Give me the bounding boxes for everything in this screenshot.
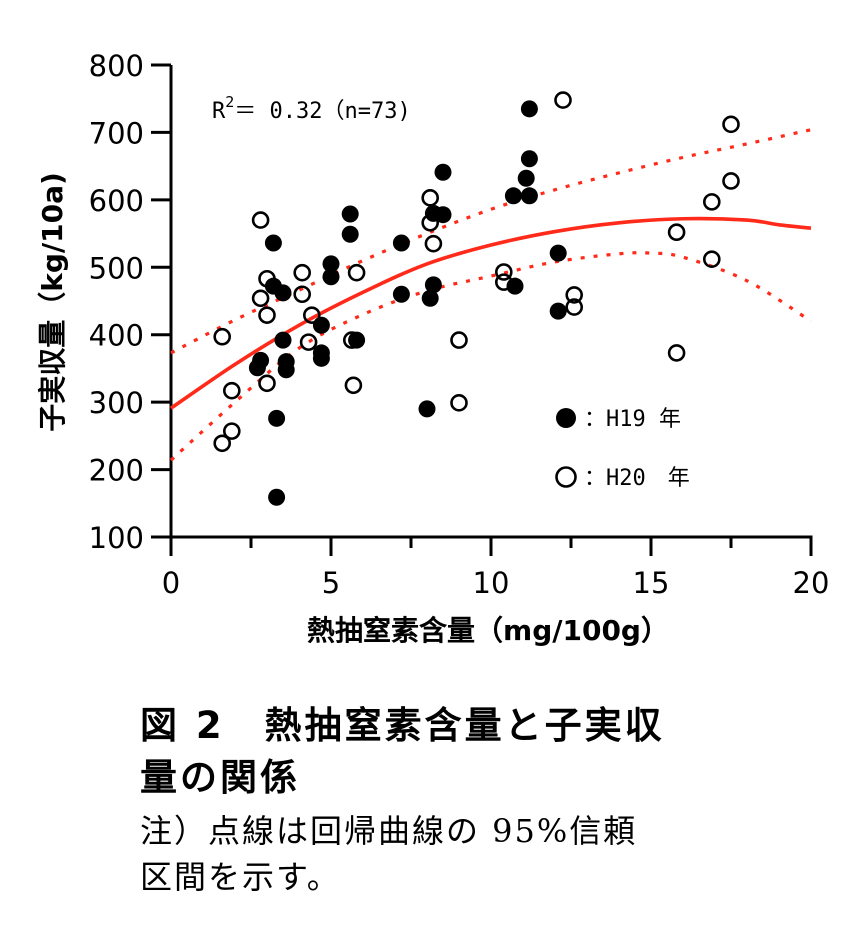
regression-line	[169, 216, 812, 410]
data-point-h19	[341, 225, 359, 243]
data-point-h20	[424, 234, 443, 253]
figure-caption-title: 図 2 熱抽窒素含量と子実収 量の関係	[140, 700, 780, 804]
data-point-h20	[293, 285, 312, 304]
y-axis-title: 子実収量（kg/10a)	[36, 172, 69, 432]
data-point-h19	[264, 234, 282, 252]
legend-label-h19: ：H19 年	[584, 407, 681, 432]
data-point-h19	[312, 349, 330, 367]
data-point-h20	[554, 91, 572, 109]
y-tick-label: 700	[89, 116, 144, 150]
data-point-h20	[299, 333, 318, 351]
data-point-h19	[392, 234, 410, 252]
data-point-h20	[494, 263, 513, 281]
y-tick-label: 400	[89, 319, 144, 353]
y-tick-label: 800	[89, 49, 144, 83]
data-point-h19	[268, 488, 286, 506]
svg-text:R2＝ 0.32（n=73): R2＝ 0.32（n=73)	[212, 93, 411, 124]
data-point-h19	[549, 244, 567, 262]
ticks: 100 200 300 400 500 600 700 800 0 5 10 15 20	[89, 49, 830, 600]
data-point-h19	[268, 409, 286, 427]
data-point-h20	[223, 381, 241, 400]
data-point-h19	[517, 169, 535, 187]
caption-title-line-2: 量の関係	[140, 756, 300, 799]
data-point-h19	[322, 255, 340, 273]
x-tick-label: 5	[322, 566, 340, 600]
data-point-h19	[418, 400, 436, 418]
y-tick-label: 300	[89, 386, 144, 420]
data-point-h19	[264, 277, 282, 295]
data-point-h20	[421, 213, 440, 232]
data-point-h20	[421, 189, 440, 207]
data-point-h20	[450, 394, 468, 412]
data-point-h19	[277, 361, 295, 379]
data-point-h20	[722, 172, 740, 190]
data-point-h19	[248, 359, 266, 377]
x-tick-label: 0	[162, 566, 180, 600]
data-point-h19	[424, 276, 442, 294]
data-point-h19	[434, 163, 452, 181]
data-point-h20	[702, 193, 721, 211]
data-point-h19	[421, 289, 439, 307]
legend-marker-h20	[555, 466, 577, 488]
data-point-h20	[667, 344, 686, 362]
x-tick-label: 15	[633, 566, 670, 600]
data-point-h19	[348, 331, 366, 349]
data-point-h19	[520, 187, 538, 205]
data-point-h20	[293, 263, 312, 282]
data-point-h20	[347, 263, 366, 282]
x-axis-title: 熱抽窒素含量（mg/100g）	[307, 614, 669, 647]
confidence-upper-line	[170, 128, 812, 355]
data-point-h19	[520, 100, 538, 118]
y-tick-label: 100	[89, 521, 144, 555]
r-superscript: 2	[225, 93, 234, 111]
data-point-h20	[450, 331, 468, 349]
data-point-h19	[341, 205, 359, 223]
r-squared-annotation: R2＝ 0.32（n=73)	[212, 93, 411, 124]
data-point-h19	[549, 302, 567, 320]
legend: ：H19 年 ：H20 年	[555, 407, 690, 491]
data-point-h20	[213, 434, 231, 453]
data-points	[213, 91, 740, 506]
scatter-chart: 100 200 300 400 500 600 700 800 0 5 10 15 20 子実収量（kg…	[36, 49, 830, 647]
data-point-h20	[251, 211, 270, 229]
data-point-h19	[504, 187, 522, 205]
data-point-h20	[667, 223, 686, 242]
data-point-h20	[344, 376, 363, 395]
data-point-h19	[312, 316, 330, 334]
curves	[169, 128, 812, 462]
data-point-h19	[434, 206, 452, 224]
caption-title-line-1: 図 2 熱抽窒素含量と子実収	[140, 704, 665, 747]
x-tick-label: 20	[793, 566, 830, 600]
x-tick-label: 10	[473, 566, 510, 600]
data-point-h20	[342, 331, 361, 349]
r-label: R	[212, 99, 226, 124]
data-point-h20	[702, 250, 721, 268]
data-point-h20	[565, 286, 584, 304]
y-tick-label: 500	[89, 251, 144, 285]
data-point-h20	[258, 374, 276, 393]
data-point-h20	[302, 306, 321, 324]
data-point-h20	[223, 422, 241, 440]
data-point-h20	[722, 115, 740, 134]
data-point-h20	[565, 298, 584, 316]
y-tick-label: 600	[89, 184, 144, 218]
data-point-h20	[258, 306, 276, 324]
data-point-h19	[274, 331, 292, 349]
data-point-h19	[520, 150, 538, 168]
caption-note-line-1: 注）点線は回帰曲線の 95%信頼	[140, 812, 638, 850]
legend-label-h20: ：H20 年	[584, 466, 690, 491]
caption-note-line-2: 区間を示す。	[140, 858, 341, 896]
data-point-h19	[322, 268, 340, 286]
legend-marker-h19	[556, 408, 576, 428]
data-point-h20	[494, 273, 513, 291]
data-point-h20	[251, 289, 270, 308]
figure-caption-note: 注）点線は回帰曲線の 95%信頼 区間を示す。	[140, 808, 780, 900]
y-tick-label: 200	[89, 454, 144, 488]
data-point-h20	[258, 269, 276, 288]
data-point-h20	[213, 327, 231, 346]
r-squared-value: ＝ 0.32（n=73)	[234, 99, 410, 124]
data-point-h19	[392, 285, 410, 303]
